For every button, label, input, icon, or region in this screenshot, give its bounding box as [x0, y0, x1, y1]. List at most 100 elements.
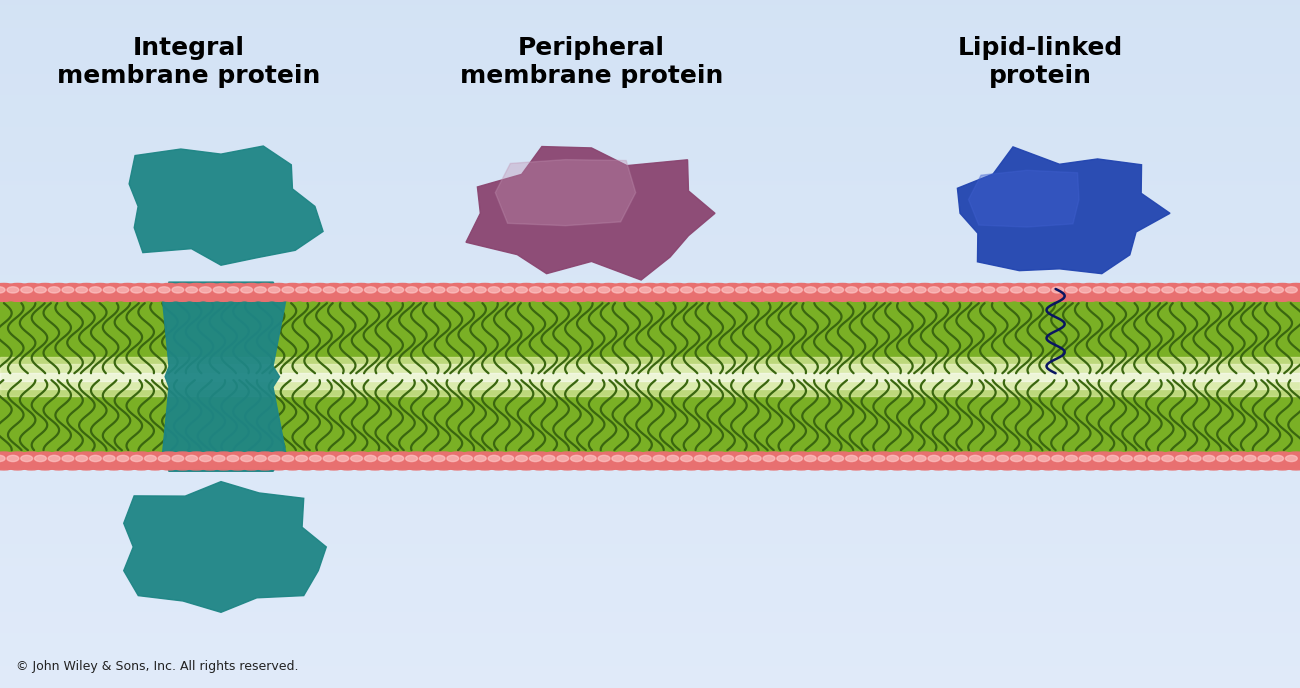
Circle shape: [125, 452, 159, 470]
Circle shape: [98, 283, 131, 301]
Circle shape: [103, 455, 116, 462]
Circle shape: [406, 287, 417, 293]
Circle shape: [290, 452, 324, 470]
Circle shape: [165, 283, 199, 301]
Circle shape: [653, 287, 664, 293]
Circle shape: [867, 283, 901, 301]
Circle shape: [1175, 287, 1187, 293]
Circle shape: [715, 452, 749, 470]
Circle shape: [647, 452, 681, 470]
Circle shape: [1134, 455, 1147, 462]
Circle shape: [227, 455, 239, 462]
Circle shape: [556, 455, 568, 462]
Circle shape: [413, 452, 447, 470]
Circle shape: [56, 452, 90, 470]
Circle shape: [1010, 455, 1022, 462]
Circle shape: [818, 455, 829, 462]
Circle shape: [1231, 287, 1243, 293]
Circle shape: [426, 452, 460, 470]
Circle shape: [1252, 452, 1286, 470]
Circle shape: [647, 283, 681, 301]
Circle shape: [1114, 283, 1148, 301]
Circle shape: [1072, 452, 1106, 470]
Circle shape: [845, 287, 858, 293]
Circle shape: [1114, 452, 1148, 470]
Circle shape: [221, 452, 255, 470]
Circle shape: [240, 455, 252, 462]
Circle shape: [537, 283, 571, 301]
Circle shape: [488, 455, 500, 462]
Circle shape: [261, 452, 295, 470]
Circle shape: [1121, 455, 1132, 462]
Circle shape: [1279, 283, 1300, 301]
Circle shape: [715, 283, 749, 301]
Circle shape: [1005, 283, 1039, 301]
Circle shape: [359, 283, 393, 301]
Circle shape: [317, 452, 351, 470]
Circle shape: [460, 455, 472, 462]
Circle shape: [660, 452, 694, 470]
Circle shape: [337, 455, 348, 462]
Circle shape: [1271, 455, 1283, 462]
Circle shape: [874, 455, 885, 462]
Circle shape: [874, 287, 885, 293]
Circle shape: [516, 287, 528, 293]
Circle shape: [90, 455, 101, 462]
Bar: [0, 373, 1300, 381]
Circle shape: [159, 455, 170, 462]
Circle shape: [1, 452, 35, 470]
Circle shape: [708, 287, 720, 293]
Circle shape: [578, 283, 612, 301]
Circle shape: [832, 455, 844, 462]
Circle shape: [131, 455, 143, 462]
Circle shape: [165, 452, 199, 470]
Circle shape: [344, 283, 378, 301]
Circle shape: [295, 455, 308, 462]
Circle shape: [75, 287, 87, 293]
Circle shape: [887, 287, 898, 293]
Circle shape: [790, 455, 802, 462]
Circle shape: [529, 455, 541, 462]
Circle shape: [0, 455, 5, 462]
Circle shape: [922, 452, 956, 470]
Circle shape: [159, 287, 170, 293]
Circle shape: [1121, 287, 1132, 293]
Circle shape: [543, 287, 555, 293]
Circle shape: [702, 452, 736, 470]
Circle shape: [1265, 452, 1299, 470]
Circle shape: [186, 287, 198, 293]
Circle shape: [194, 283, 228, 301]
Circle shape: [949, 283, 983, 301]
Circle shape: [914, 455, 926, 462]
Circle shape: [640, 455, 651, 462]
Circle shape: [83, 283, 117, 301]
Circle shape: [276, 452, 309, 470]
Circle shape: [551, 283, 585, 301]
Circle shape: [29, 452, 62, 470]
Circle shape: [578, 452, 612, 470]
Circle shape: [303, 452, 337, 470]
Circle shape: [983, 287, 994, 293]
Circle shape: [62, 455, 74, 462]
Circle shape: [268, 287, 280, 293]
Circle shape: [983, 455, 994, 462]
Circle shape: [234, 283, 268, 301]
Circle shape: [386, 452, 420, 470]
Circle shape: [798, 283, 832, 301]
Circle shape: [1156, 452, 1190, 470]
Circle shape: [777, 455, 789, 462]
Circle shape: [0, 287, 5, 293]
Circle shape: [818, 287, 829, 293]
Circle shape: [1258, 455, 1270, 462]
Circle shape: [1202, 455, 1214, 462]
Circle shape: [117, 287, 129, 293]
Circle shape: [441, 452, 474, 470]
Circle shape: [826, 452, 859, 470]
Circle shape: [606, 283, 640, 301]
Circle shape: [763, 287, 775, 293]
Circle shape: [598, 287, 610, 293]
Circle shape: [474, 455, 486, 462]
Circle shape: [455, 283, 489, 301]
Circle shape: [1225, 452, 1258, 470]
Circle shape: [694, 287, 706, 293]
